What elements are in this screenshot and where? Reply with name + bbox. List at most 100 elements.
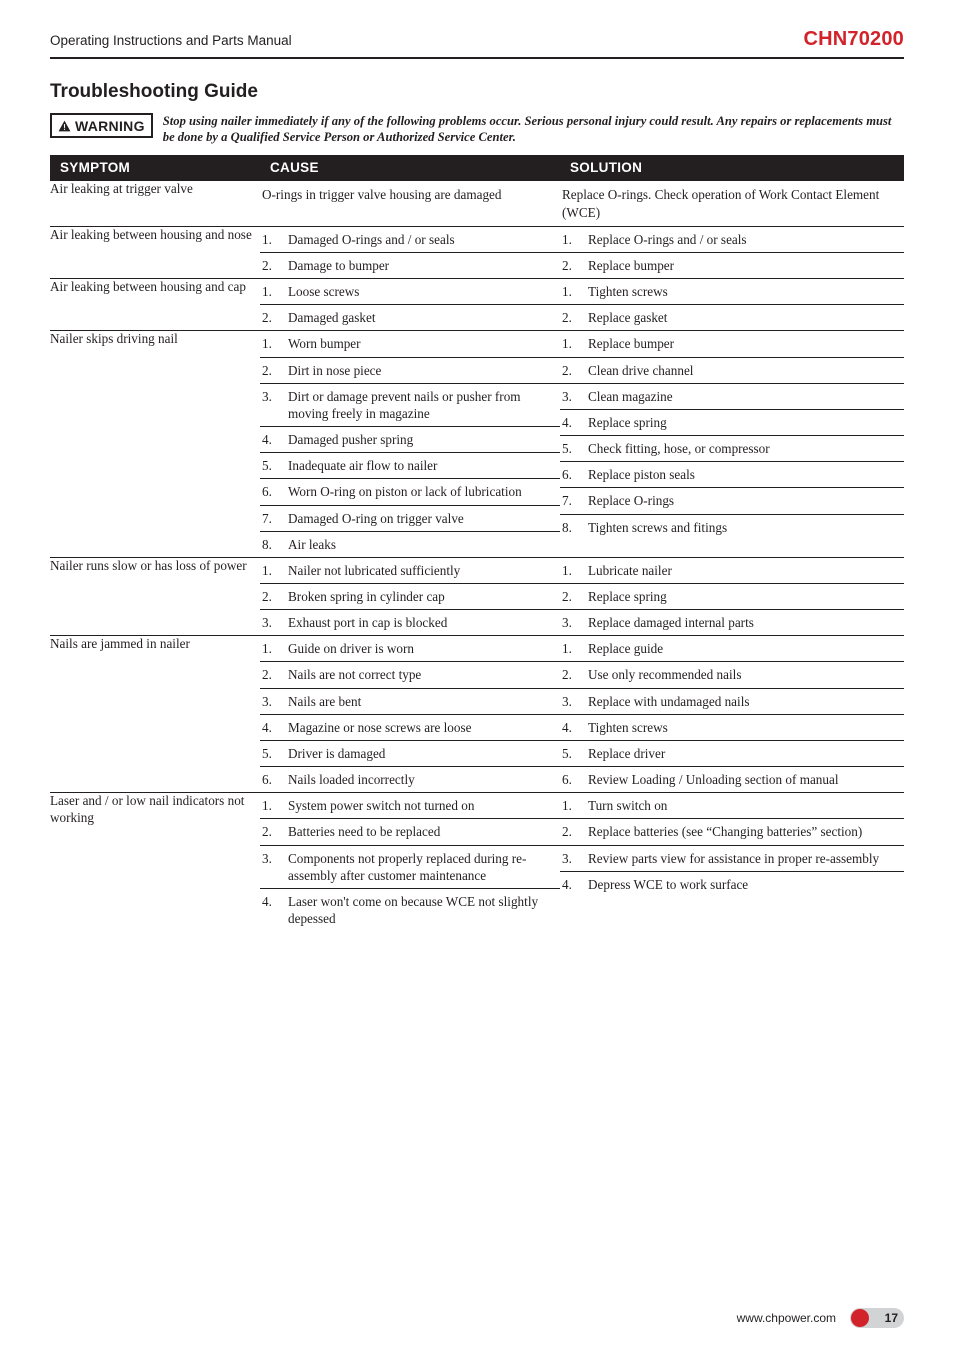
cause-item: 1.Damaged O-rings and / or seals (260, 227, 560, 252)
item-text: Replace driver (588, 745, 896, 762)
cause-cell: 1.System power switch not turned on2.Bat… (260, 793, 560, 931)
page-number: 17 (885, 1311, 898, 1325)
cause-item: 7.Damaged O-ring on trigger valve (260, 505, 560, 531)
item-number: 4. (262, 431, 288, 448)
item-text: Replace O-rings (588, 492, 896, 509)
item-text: Damaged O-ring on trigger valve (288, 510, 552, 527)
warning-text: Stop using nailer immediately if any of … (163, 113, 904, 145)
item-number: 5. (262, 457, 288, 474)
solution-item: 6.Replace piston seals (560, 461, 904, 487)
cause-item: 3.Exhaust port in cap is blocked (260, 609, 560, 635)
item-number: 3. (262, 693, 288, 710)
cause-item: 1.System power switch not turned on (260, 793, 560, 818)
table-row: Air leaking at trigger valveO-rings in t… (50, 181, 904, 226)
item-number: 8. (562, 519, 588, 536)
item-number: 7. (262, 510, 288, 527)
cause-cell: 1.Damaged O-rings and / or seals2.Damage… (260, 226, 560, 278)
solution-item: 8.Tighten screws and fitings (560, 514, 904, 540)
item-number: 1. (262, 335, 288, 352)
item-text: Replace damaged internal parts (588, 614, 896, 631)
solution-item: Replace O-rings. Check operation of Work… (560, 181, 904, 225)
item-text: Clean drive channel (588, 362, 896, 379)
item-text: Tighten screws and fitings (588, 519, 896, 536)
item-text: Dirt in nose piece (288, 362, 552, 379)
item-number: 1. (562, 562, 588, 579)
item-number: 2. (262, 362, 288, 379)
item-number: 3. (262, 388, 288, 405)
solution-item: 1.Tighten screws (560, 279, 904, 304)
solution-item: 1.Lubricate nailer (560, 558, 904, 583)
solution-item: 7.Replace O-rings (560, 487, 904, 513)
item-number: 2. (262, 666, 288, 683)
item-text: Clean magazine (588, 388, 896, 405)
solution-cell: 1.Replace O-rings and / or seals2.Replac… (560, 226, 904, 278)
item-text: Damaged pusher spring (288, 431, 552, 448)
footer: www.chpower.com 17 (737, 1308, 904, 1328)
warning-triangle-icon (58, 120, 71, 132)
cause-item: 6.Nails loaded incorrectly (260, 766, 560, 792)
solution-item: 1.Replace O-rings and / or seals (560, 227, 904, 252)
cause-item: O-rings in trigger valve housing are dam… (260, 181, 560, 208)
item-number: 2. (262, 588, 288, 605)
solution-item: 2.Replace bumper (560, 252, 904, 278)
item-text: Nails are not correct type (288, 666, 552, 683)
item-number: 5. (562, 745, 588, 762)
symptom-cell: Nails are jammed in nailer (50, 636, 260, 793)
item-number: 1. (562, 283, 588, 300)
cause-item: 4.Laser won't come on because WCE not sl… (260, 888, 560, 931)
solution-item: 3.Replace with undamaged nails (560, 688, 904, 714)
solution-item: 2.Clean drive channel (560, 357, 904, 383)
item-number: 2. (562, 257, 588, 274)
item-number: 3. (262, 850, 288, 867)
cause-item: 4.Magazine or nose screws are loose (260, 714, 560, 740)
item-text: Components not properly replaced during … (288, 850, 552, 884)
item-text: Magazine or nose screws are loose (288, 719, 552, 736)
item-number: 5. (562, 440, 588, 457)
item-text: Nails are bent (288, 693, 552, 710)
section-title: Troubleshooting Guide (50, 81, 904, 103)
item-number: 1. (262, 562, 288, 579)
item-number: 4. (262, 893, 288, 910)
item-number: 2. (262, 309, 288, 326)
solution-item: 4.Tighten screws (560, 714, 904, 740)
th-solution: SOLUTION (560, 155, 904, 181)
item-number: 6. (262, 483, 288, 500)
cause-item: 4.Damaged pusher spring (260, 426, 560, 452)
symptom-cell: Air leaking between housing and nose (50, 226, 260, 278)
table-row: Nailer runs slow or has loss of power1.N… (50, 557, 904, 635)
item-number: 4. (562, 414, 588, 431)
item-number: 1. (262, 797, 288, 814)
item-text: Loose screws (288, 283, 552, 300)
item-number: 1. (262, 283, 288, 300)
solution-item: 5.Replace driver (560, 740, 904, 766)
th-symptom: SYMPTOM (50, 155, 260, 181)
item-number: 2. (562, 362, 588, 379)
item-number: 2. (562, 588, 588, 605)
item-text: Air leaks (288, 536, 552, 553)
item-text: Replace spring (588, 414, 896, 431)
cause-item: 3.Nails are bent (260, 688, 560, 714)
solution-cell: 1.Turn switch on 2.Replace batteries (see… (560, 793, 904, 931)
item-number: 3. (562, 388, 588, 405)
cause-item: 6.Worn O-ring on piston or lack of lubri… (260, 478, 560, 504)
item-text: Replace guide (588, 640, 896, 657)
item-number: 4. (562, 719, 588, 736)
symptom-cell: Nailer skips driving nail (50, 331, 260, 557)
item-number: 2. (262, 823, 288, 840)
cause-cell: 1.Loose screws2.Damaged gasket (260, 279, 560, 331)
solution-item: 1.Replace bumper (560, 331, 904, 356)
solution-item: 6.Review Loading / Unloading section of … (560, 766, 904, 792)
item-number: 1. (562, 335, 588, 352)
header-bar: Operating Instructions and Parts Manual … (50, 28, 904, 59)
item-text: Replace batteries (see “Changing batteri… (588, 823, 896, 840)
warning-badge-label: WARNING (75, 118, 145, 134)
solution-item: 2.Replace batteries (see “Changing batte… (560, 818, 904, 844)
cause-item: 1.Nailer not lubricated sufficiently (260, 558, 560, 583)
item-number: 1. (562, 797, 588, 814)
item-text: Turn switch on (588, 797, 896, 814)
cause-item: 1.Loose screws (260, 279, 560, 304)
item-number: 3. (562, 693, 588, 710)
item-text: Damaged gasket (288, 309, 552, 326)
item-number: 3. (562, 614, 588, 631)
item-text: Dirt or damage prevent nails or pusher f… (288, 388, 552, 422)
